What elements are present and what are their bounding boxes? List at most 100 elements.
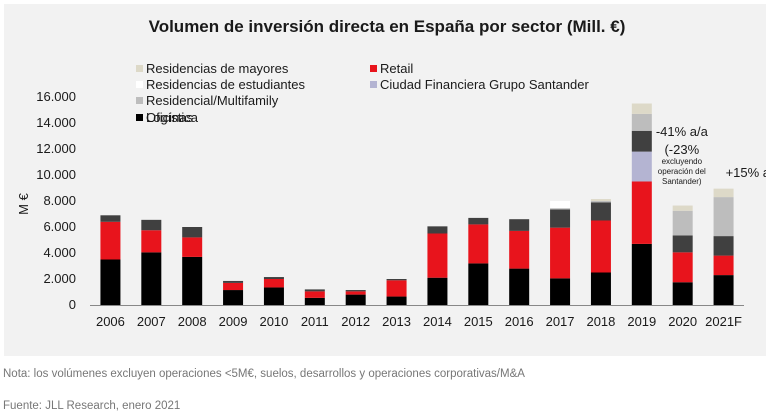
bar-retail-2008: [182, 237, 203, 257]
y-tick-label: 10.000: [36, 167, 76, 182]
bar-residencias-de-mayores-2018: [590, 199, 611, 201]
bar-retail-2011: [304, 291, 325, 298]
bar-oficinas-2020: [672, 282, 693, 305]
bar-logistica-2009: [223, 280, 244, 283]
bar-retail-2021f: [713, 255, 734, 276]
bar-retail-2012: [345, 291, 366, 295]
footnote: Nota: los volúmenes excluyen operaciones…: [3, 368, 525, 380]
x-tick-label: 2021F: [705, 314, 742, 329]
y-axis-label: M €: [16, 192, 31, 214]
bar-logistica-2018: [590, 202, 611, 221]
bar-oficinas-2011: [304, 297, 325, 305]
bar-logistica-2015: [468, 217, 489, 225]
x-tick-label: 2008: [178, 314, 207, 329]
bar-logistica-2020: [672, 235, 693, 253]
x-tick-label: 2015: [464, 314, 493, 329]
legend-swatch-residencias-de-estudiantes: [136, 81, 143, 88]
x-tick-label: 2011: [301, 314, 329, 329]
bar-logistica-2013: [386, 279, 407, 281]
bar-retail-2006: [100, 221, 121, 260]
bar-residencias-de-mayores-2019: [631, 103, 652, 114]
x-tick-label: 2012: [341, 314, 370, 329]
bar-residencias-de-mayores-2021f: [713, 188, 734, 198]
bar-residencial-multifamily-2018: [590, 201, 611, 203]
stacked-bar-chart: Volumen de inversión directa en España p…: [16, 17, 766, 329]
legend-label-residencias-de-estudiantes: Residencias de estudiantes: [146, 77, 305, 92]
bar-retail-2017: [550, 227, 571, 279]
annotation-text: operación del: [658, 167, 706, 176]
bar-oficinas-2019: [631, 243, 652, 305]
bar-retail-2018: [590, 220, 611, 273]
x-tick-label: 2009: [219, 314, 248, 329]
bar-oficinas-2012: [345, 294, 366, 305]
legend-label-residencial-multifamily: Residencial/Multifamily: [146, 93, 279, 108]
legend-label-retail: Retail: [380, 61, 413, 76]
bar-logistica-2007: [141, 219, 162, 231]
bar-residencial-multifamily-2021f: [713, 197, 734, 237]
bar-oficinas-2016: [509, 268, 530, 305]
x-tick-label: 2013: [382, 314, 411, 329]
legend-label-ciudad-financiera-grupo-santander: Ciudad Financiera Grupo Santander: [380, 77, 590, 92]
y-tick-label: 0: [69, 297, 76, 312]
annotation-text: Santander): [662, 177, 702, 186]
bar-residencial-multifamily-2020: [672, 210, 693, 236]
bars: [100, 103, 734, 305]
bar-residencias-de-mayores-2020: [672, 205, 693, 211]
y-tick-label: 6.000: [43, 219, 76, 234]
legend-swatch-residencias-de-mayores: [136, 65, 143, 72]
x-tick-label: 2018: [586, 314, 615, 329]
source-note: Fuente: JLL Research, enero 2021: [3, 400, 181, 412]
legend-label-oficinas: Oficinas: [146, 110, 193, 125]
x-tick-label: 2014: [423, 314, 452, 329]
bar-oficinas-2009: [223, 290, 244, 305]
bar-retail-2010: [263, 279, 284, 288]
bar-retail-2015: [468, 224, 489, 264]
bar-oficinas-2015: [468, 263, 489, 305]
bar-oficinas-2010: [263, 287, 284, 305]
bar-ciudad-financiera-grupo-santander-2019: [631, 151, 652, 182]
bar-oficinas-2017: [550, 278, 571, 305]
bar-retail-2007: [141, 230, 162, 253]
legend-label-logistica: Logística: [146, 110, 199, 125]
annotation-text: -41% a/a: [656, 124, 709, 139]
bar-oficinas-2021f: [713, 275, 734, 305]
y-tick-label: 2.000: [43, 271, 76, 286]
x-tick-label: 2016: [505, 314, 534, 329]
legend-swatch-oficinas: [136, 114, 143, 121]
bar-logistica-2014: [427, 226, 448, 234]
x-tick-label: 2010: [259, 314, 288, 329]
bar-retail-2014: [427, 233, 448, 278]
bar-logistica-2016: [509, 219, 530, 231]
legend-label-residencias-de-mayores: Residencias de mayores: [146, 61, 289, 76]
bar-oficinas-2007: [141, 252, 162, 305]
legend-swatch-ciudad-financiera-grupo-santander: [370, 81, 377, 88]
bar-retail-2020: [672, 252, 693, 283]
y-tick-label: 12.000: [36, 141, 76, 156]
x-tick-label: 2006: [96, 314, 125, 329]
y-tick-label: 4.000: [43, 245, 76, 260]
x-axis: 2006 2007 2008 2009 2010 2011 2012 2013 2014 2015…: [96, 314, 742, 329]
y-tick-label: 16.000: [36, 89, 76, 104]
bar-logistica-2012: [345, 290, 366, 292]
x-tick-label: 2020: [668, 314, 697, 329]
annotation-text: (-23%: [664, 142, 699, 157]
x-tick-label: 2017: [546, 314, 575, 329]
chart-title: Volumen de inversión directa en España p…: [149, 17, 626, 36]
bar-logistica-2008: [182, 227, 203, 238]
bar-logistica-2017: [550, 209, 571, 228]
bar-oficinas-2008: [182, 256, 203, 305]
x-tick-label: 2019: [627, 314, 656, 329]
bar-logistica-2011: [304, 289, 325, 292]
bar-residencias-de-estudiantes-2017: [550, 201, 571, 209]
bar-oficinas-2006: [100, 259, 121, 305]
bar-logistica-2019: [631, 130, 652, 152]
y-tick-label: 14.000: [36, 115, 76, 130]
chart-panel: Volumen de inversión directa en España p…: [4, 4, 766, 356]
legend-swatch-residencial-multifamily: [136, 97, 143, 104]
bar-retail-2009: [223, 282, 244, 291]
bar-retail-2016: [509, 230, 530, 269]
bar-logistica-2006: [100, 215, 121, 222]
bar-retail-2013: [386, 280, 407, 297]
